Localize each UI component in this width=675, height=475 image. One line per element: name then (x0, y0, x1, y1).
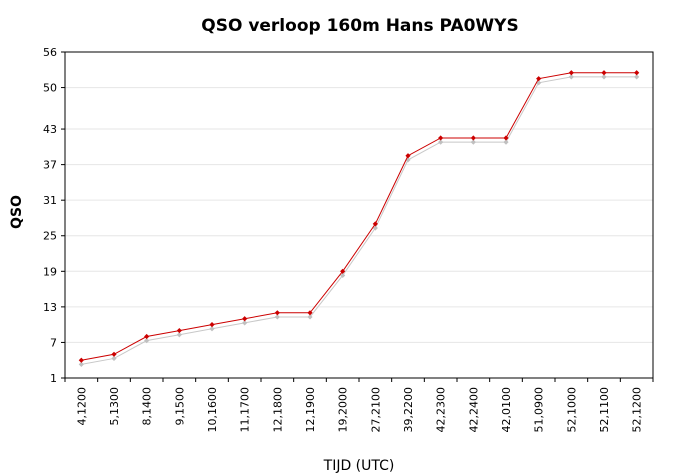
series-0-point-9 (372, 221, 378, 227)
x-tick-label-8: 19,2000 (337, 387, 350, 433)
y-tick-label-8: 50 (43, 82, 57, 95)
y-axis-label: QSO (9, 195, 25, 229)
series-1-point-8 (340, 272, 346, 279)
y-tick-label-6: 37 (43, 159, 57, 172)
series-0-point-2 (144, 333, 150, 340)
series-0-point-12 (470, 135, 476, 141)
chart-title: QSO verloop 160m Hans PA0WYS (201, 16, 518, 36)
y-tick-label-1: 7 (50, 336, 57, 349)
series-0-point-7 (307, 310, 313, 316)
series-1-point-6 (274, 314, 280, 320)
series-1-point-17 (634, 74, 640, 80)
series-0-point-14 (536, 76, 542, 82)
series-0-point-10 (405, 153, 411, 159)
series-0-point-5 (242, 316, 248, 322)
x-tick-label-15: 52,1000 (565, 387, 578, 433)
series-0-point-1 (111, 351, 117, 357)
series-0-point-6 (274, 310, 280, 316)
x-tick-label-5: 11,1700 (239, 387, 252, 433)
series-1-point-5 (242, 320, 248, 326)
x-tick-label-1: 5,1300 (108, 387, 121, 426)
series-1-point-11 (438, 139, 444, 145)
series-1-line (81, 76, 637, 365)
series-0-point-13 (503, 135, 509, 141)
y-tick-label-7: 43 (43, 123, 57, 136)
y-tick-label-3: 19 (43, 265, 57, 278)
data-series (78, 70, 640, 367)
y-tick-label-9: 56 (43, 46, 57, 59)
series-0-point-16 (601, 70, 607, 76)
y-axis-ticks: 1 7 13 19 25 31 37 43 50 56 (43, 46, 65, 385)
series-0-point-0 (78, 357, 84, 363)
series-1-point-3 (176, 332, 182, 338)
series-1-point-2 (144, 338, 150, 344)
series-1-point-16 (601, 74, 607, 80)
x-tick-label-3: 9,1500 (173, 387, 186, 426)
x-tick-label-16: 52,1100 (598, 387, 611, 433)
x-axis-label: TIJD (UTC) (323, 458, 395, 474)
x-tick-label-6: 12,1800 (271, 387, 284, 433)
y-tick-label-4: 25 (43, 230, 57, 243)
series-1-point-12 (470, 139, 476, 145)
series-0-point-8 (340, 268, 346, 274)
series-0-line (81, 72, 637, 361)
x-tick-label-12: 42,2400 (467, 387, 480, 433)
series-0-point-11 (438, 135, 444, 141)
x-tick-label-13: 42,0100 (500, 387, 513, 433)
x-tick-label-9: 27,2100 (369, 387, 382, 433)
y-tick-label-0: 1 (50, 372, 57, 385)
series-1-point-1 (111, 355, 117, 362)
series-1-point-13 (503, 139, 509, 145)
series-0-point-17 (634, 70, 640, 76)
x-tick-label-14: 51,0900 (533, 387, 546, 433)
series-1-point-0 (78, 361, 84, 367)
x-tick-label-0: 4,1200 (75, 387, 88, 426)
series-1-point-9 (372, 225, 378, 231)
series-1-point-7 (307, 314, 313, 320)
series-0-point-15 (568, 70, 574, 76)
x-tick-label-11: 42,2300 (435, 387, 448, 433)
x-tick-label-10: 39,2200 (402, 387, 415, 433)
y-tick-label-2: 13 (43, 301, 57, 314)
x-tick-label-17: 52,1200 (631, 387, 644, 433)
x-axis-ticks: 4,1200 5,1300 8,1400 9,1500 10,1600 11,1700 12… (64, 378, 654, 433)
y-tick-label-5: 31 (43, 194, 57, 207)
series-0-point-4 (209, 322, 215, 328)
series-1-point-14 (536, 80, 542, 86)
x-tick-label-7: 12,1900 (304, 387, 317, 433)
series-1-point-15 (568, 74, 574, 80)
x-tick-label-4: 10,1600 (206, 387, 219, 433)
series-1-point-4 (209, 326, 215, 332)
series-0-point-3 (176, 327, 182, 334)
x-tick-label-2: 8,1400 (141, 387, 154, 426)
